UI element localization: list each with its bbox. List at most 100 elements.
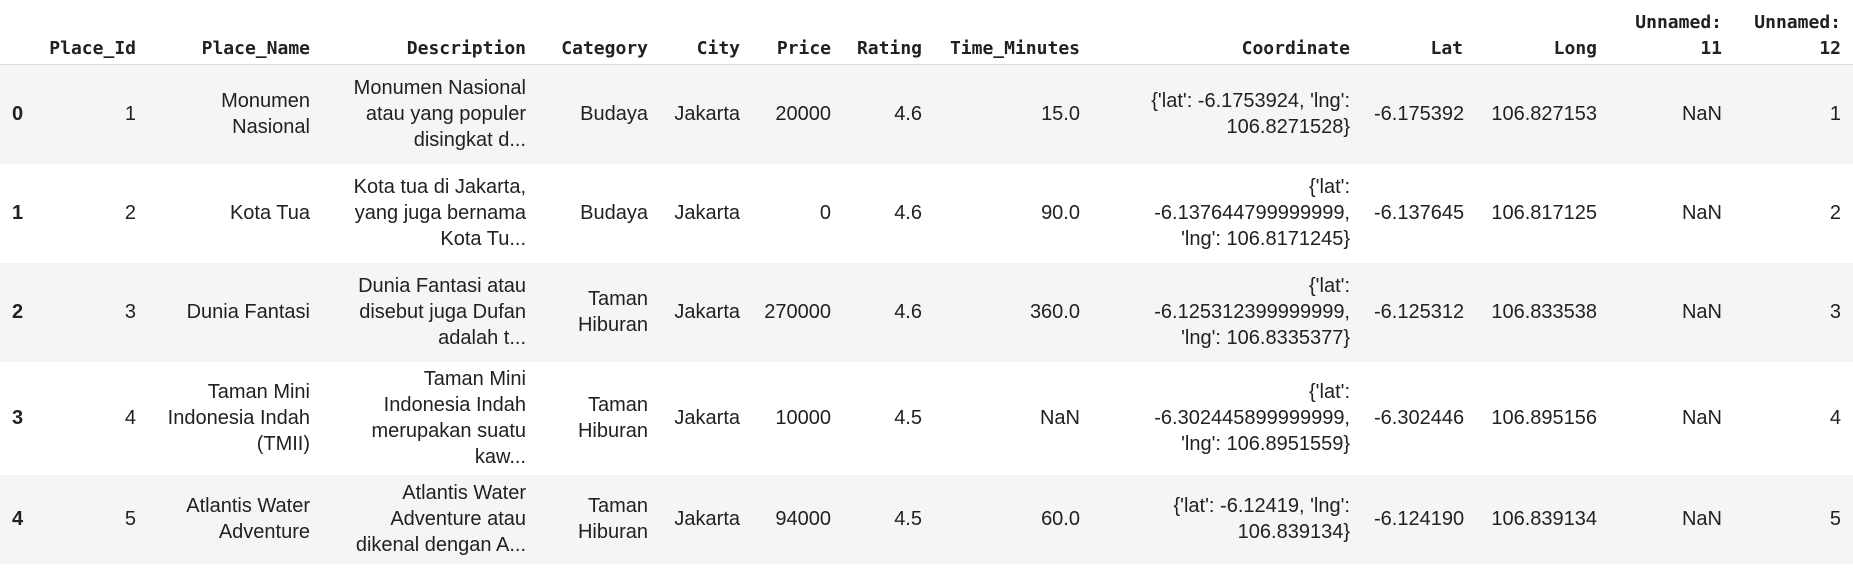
cell-text-line: 1 — [1829, 103, 1841, 126]
cell-text-line: Dunia Fantasi — [186, 301, 310, 323]
cell-unnamed-12: 1 — [1734, 65, 1853, 164]
cell-category: Taman Hiburan — [538, 263, 660, 362]
cell-text-line: Taman — [587, 394, 648, 416]
cell-text-line: {'lat': — [1309, 381, 1350, 403]
cell-unnamed-12: 5 — [1734, 475, 1853, 564]
column-header-label: Unnamed: — [1754, 12, 1841, 33]
cell-text-line: Jakarta — [674, 202, 740, 224]
cell-unnamed-12: 3 — [1734, 263, 1853, 362]
cell-text-line: 106.839134 — [1491, 508, 1597, 530]
cell-description: Dunia Fantasi atau disebut juga Dufan adal… — [322, 263, 538, 362]
column-header-label: Long — [1553, 38, 1597, 59]
cell-unnamed-11: NaN — [1609, 362, 1734, 475]
cell-text-line: 10000 — [775, 407, 831, 429]
cell-text-line: 4.5 — [894, 407, 922, 429]
cell-text-line: -6.137645 — [1374, 202, 1465, 224]
column-header-label: Price — [776, 38, 831, 59]
cell-price: 10000 — [752, 362, 843, 475]
cell-unnamed-12: 4 — [1734, 362, 1853, 475]
cell-lat: -6.302446 — [1362, 362, 1475, 475]
cell-text-line: yang juga bernama — [354, 202, 526, 224]
cell-price: 0 — [752, 164, 843, 263]
cell-text-line: Monumen — [221, 90, 310, 113]
cell-text-line: Taman Mini — [423, 368, 526, 390]
cell-description: Kota tua di Jakarta, yang juga bernama Kot… — [322, 164, 538, 263]
cell-coordinate: {'lat': -6.302445899999999, 'lng': 106.895… — [1092, 362, 1362, 475]
cell-text-line: NaN — [1681, 103, 1722, 126]
column-header-category: Category — [538, 0, 660, 65]
cell-text-line: 3 — [1829, 301, 1841, 323]
cell-text-line: {'lat': -6.12419, 'lng': — [1173, 495, 1350, 517]
cell-text-line: NaN — [1681, 202, 1722, 224]
cell-category: Budaya — [538, 65, 660, 164]
cell-price: 94000 — [752, 475, 843, 564]
cell-time-minutes: 90.0 — [934, 164, 1092, 263]
cell-text-line: -6.125312399999999, — [1154, 301, 1350, 323]
cell-text-line: Atlantis Water — [186, 495, 310, 517]
cell-text-line: Kota Tua — [229, 202, 310, 224]
cell-text-line: -6.175392 — [1374, 103, 1465, 126]
cell-text-line: 2 — [124, 202, 136, 224]
cell-text-line: disebut juga Dufan — [359, 301, 526, 323]
cell-rating: 4.6 — [843, 65, 934, 164]
cell-text-line: 20000 — [775, 103, 831, 126]
column-header-label: Lat — [1430, 38, 1463, 59]
cell-description: Monumen Nasional atau yang populer disingk… — [322, 65, 538, 164]
column-header-rating: Rating — [843, 0, 934, 65]
cell-text-line: Indonesia Indah — [167, 407, 310, 429]
column-header-city: City — [660, 0, 752, 65]
cell-text-line: Hiburan — [577, 521, 648, 543]
cell-long: 106.839134 — [1475, 475, 1609, 564]
cell-unnamed-11: NaN — [1609, 475, 1734, 564]
cell-text-line: 106.827153 — [1491, 103, 1597, 126]
table-row: 3 4 Taman Mini Indonesia Indah (TMII) Taman M… — [0, 361, 1853, 475]
cell-text-line: 3 — [124, 301, 136, 323]
cell-text-line: 270000 — [764, 301, 831, 323]
cell-text-line: 0 — [819, 202, 831, 224]
cell-text-line: Taman Mini — [207, 381, 310, 403]
cell-place-name: Taman Mini Indonesia Indah (TMII) — [148, 362, 322, 475]
cell-category: Taman Hiburan — [538, 362, 660, 475]
cell-place-name: Dunia Fantasi — [148, 263, 322, 362]
column-header-label: Rating — [856, 38, 922, 59]
cell-text-line: Hiburan — [577, 420, 648, 442]
cell-lat: -6.175392 — [1362, 65, 1475, 164]
cell-text-line: -6.302445899999999, — [1154, 407, 1350, 429]
column-header-label: City — [696, 38, 740, 59]
cell-text-line: Hiburan — [577, 314, 648, 336]
row-index: 0 — [12, 103, 24, 126]
cell-price: 20000 — [752, 65, 843, 164]
cell-description: Atlantis Water Adventure atau dikenal deng… — [322, 475, 538, 564]
cell-text-line: 'lng': 106.8171245} — [1181, 228, 1350, 250]
cell-text-line: Jakarta — [674, 301, 740, 323]
cell-city: Jakarta — [660, 263, 752, 362]
column-header-time-minutes: Time_Minutes — [934, 0, 1092, 65]
cell-text-line: 'lng': 106.8335377} — [1181, 327, 1350, 349]
cell-text-line: Dunia Fantasi atau — [358, 275, 526, 297]
row-index: 1 — [12, 202, 24, 224]
cell-coordinate: {'lat': -6.125312399999999, 'lng': 106.833… — [1092, 263, 1362, 362]
column-header-label: 11 — [1700, 38, 1722, 59]
cell-category: Taman Hiburan — [538, 475, 660, 564]
cell-text-line: NaN — [1681, 407, 1722, 429]
cell-coordinate: {'lat': -6.1753924, 'lng': 106.8271528} — [1092, 65, 1362, 164]
cell-coordinate: {'lat': -6.12419, 'lng': 106.839134} — [1092, 475, 1362, 564]
cell-text-line: Taman — [587, 495, 648, 517]
cell-time-minutes: 360.0 — [934, 263, 1092, 362]
cell-rating: 4.6 — [843, 263, 934, 362]
cell-text-line: (TMII) — [256, 433, 310, 455]
cell-city: Jakarta — [660, 65, 752, 164]
column-header-place-id: Place_Id — [33, 0, 148, 65]
cell-text-line: 2 — [1829, 202, 1841, 224]
cell-text-line: merupakan suatu — [371, 420, 526, 442]
cell-text-line: 106.8271528} — [1226, 116, 1350, 139]
cell-rating: 4.5 — [843, 475, 934, 564]
cell-text-line: {'lat': — [1309, 176, 1350, 198]
cell-long: 106.817125 — [1475, 164, 1609, 263]
cell-text-line: disingkat d... — [413, 129, 526, 152]
cell-text-line: 5 — [124, 508, 136, 530]
cell-text-line: Adventure — [218, 521, 310, 543]
column-header-unnamed-11: Unnamed: 11 — [1609, 0, 1734, 65]
table-row: 0 1 Monumen Nasional Monumen Nasional atau ya… — [0, 64, 1853, 164]
cell-lat: -6.125312 — [1362, 263, 1475, 362]
